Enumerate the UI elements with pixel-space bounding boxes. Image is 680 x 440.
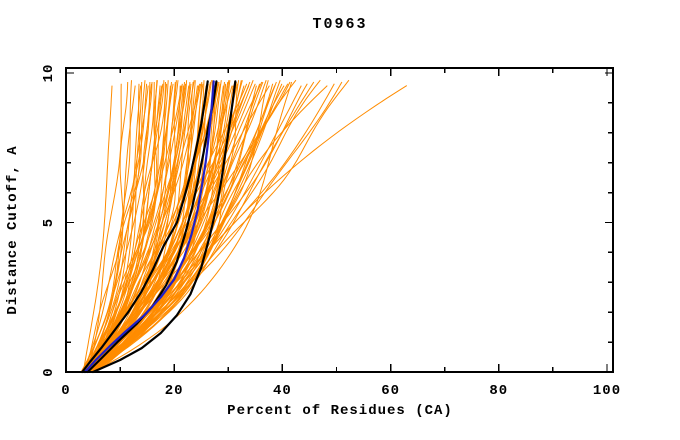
orange-model-curve <box>87 83 122 373</box>
tick-labels-layer: 0 20 40 60 80 100 0 5 10 <box>41 64 621 399</box>
black-highlight-curve <box>81 80 209 374</box>
orange-model-curve <box>86 83 187 373</box>
orange-model-curve <box>87 81 151 373</box>
orange-model-curve <box>82 83 148 373</box>
orange-model-curve <box>81 80 269 373</box>
x-tick-label: 40 <box>273 383 292 399</box>
x-tick-label: 80 <box>489 383 508 399</box>
orange-model-curve <box>81 83 168 373</box>
orange-model-curve <box>84 79 350 373</box>
ticks-layer <box>65 68 613 373</box>
orange-model-curve <box>85 80 158 373</box>
chart-title: T0963 <box>312 16 367 33</box>
curves-layer <box>80 79 408 374</box>
plot-frame <box>65 67 614 373</box>
orange-model-curve <box>92 85 184 373</box>
x-axis-label: Percent of Residues (CA) <box>227 403 453 419</box>
blue-highlight-curve <box>83 80 215 374</box>
orange-model-curve <box>88 81 143 373</box>
orange-model-curve <box>84 80 177 373</box>
orange-model-curve <box>91 81 343 373</box>
orange-model-curve <box>90 85 142 373</box>
x-tick-label: 0 <box>61 383 70 399</box>
orange-model-curve <box>86 80 254 373</box>
y-tick-label: 5 <box>41 218 57 227</box>
x-tick-label: 60 <box>381 383 400 399</box>
x-tick-label: 20 <box>165 383 184 399</box>
orange-model-curve <box>90 85 302 373</box>
x-tick-label: 100 <box>593 383 621 399</box>
orange-model-curve <box>84 80 267 373</box>
orange-model-curve <box>83 80 165 373</box>
black-highlight-curve <box>91 80 237 374</box>
y-tick-label: 0 <box>41 367 57 376</box>
orange-model-curve <box>82 85 113 373</box>
orange-model-curve <box>84 79 297 373</box>
orange-model-curve <box>89 85 328 373</box>
y-axis-label: Distance Cutoff, A <box>5 145 21 314</box>
black-highlight-curve <box>86 80 218 374</box>
orange-model-curve <box>93 81 263 373</box>
y-tick-label: 10 <box>41 64 57 83</box>
orange-model-curve <box>92 85 408 373</box>
